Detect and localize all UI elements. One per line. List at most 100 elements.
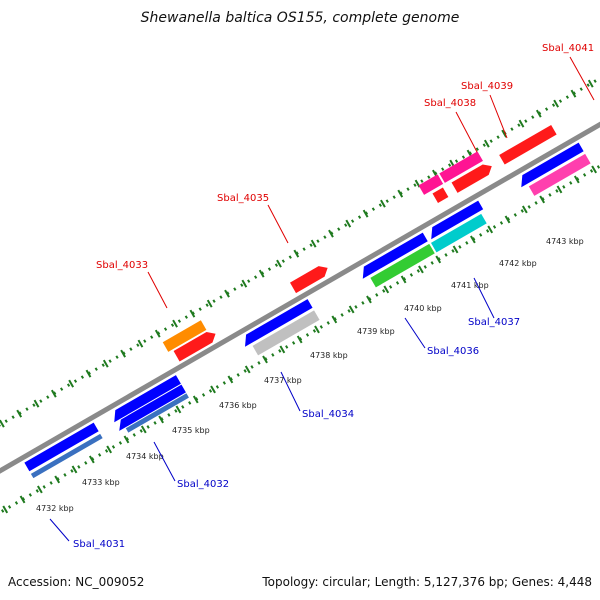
- tick-label: 4733 kbp: [82, 478, 120, 487]
- gene-sbal-4038b[interactable]: [432, 187, 449, 204]
- gene-sbal-4036[interactable]: [358, 232, 428, 279]
- genome-summary: Topology: circular; Length: 5,127,376 bp…: [261, 575, 592, 589]
- callout-leader-line: [153, 441, 176, 482]
- tick-label: 4732 kbp: [36, 504, 74, 513]
- outer-tick: [33, 399, 40, 408]
- inner-tick: [591, 165, 597, 174]
- inner-tick: [140, 425, 147, 434]
- gene-label[interactable]: Sbal_4036: [427, 346, 479, 357]
- inner-tick: [556, 185, 563, 194]
- gene-sbal-4042b[interactable]: [528, 153, 591, 196]
- inner-tick: [331, 315, 338, 324]
- gene-label[interactable]: Sbal_4041: [542, 43, 594, 54]
- gene-sbal-4031[interactable]: [24, 422, 99, 472]
- tick-label: 4742 kbp: [499, 259, 537, 268]
- inner-tick: [487, 225, 494, 234]
- outer-tick: [397, 189, 404, 198]
- gene-label[interactable]: Sbal_4032: [177, 479, 229, 490]
- outer-tick: [50, 389, 57, 398]
- gene-sbal-4032[interactable]: [109, 375, 181, 423]
- callout-leader-line: [404, 317, 426, 349]
- gene-sbal-4031b[interactable]: [30, 433, 103, 479]
- tick-label: 4739 kbp: [357, 327, 395, 336]
- outer-tick: [206, 299, 213, 308]
- gene-sbal-4042[interactable]: [516, 142, 584, 188]
- gene-sbal-4034b[interactable]: [252, 310, 320, 356]
- tick-label: 4743 kbp: [546, 237, 584, 246]
- tick-label: 4735 kbp: [172, 426, 210, 435]
- inner-tick: [383, 285, 390, 294]
- accession-text: Accession: NC_009052: [8, 575, 144, 589]
- gene-label[interactable]: Sbal_4037: [468, 317, 520, 328]
- kbp-tick-labels: 4732 kbp 4733 kbp 4734 kbp 4735 kbp 4736 kbp…: [36, 237, 584, 513]
- outer-tick: [553, 99, 559, 108]
- inner-tick: [504, 215, 511, 224]
- inner-tick: [348, 305, 355, 314]
- reverse-genes: [24, 142, 591, 479]
- gene-label[interactable]: Sbal_4031: [73, 539, 125, 550]
- gene-sbal-4038[interactable]: [418, 174, 444, 195]
- outer-tick: [328, 229, 334, 238]
- outer-tick: [120, 349, 126, 358]
- inner-tick: [175, 405, 182, 414]
- gene-sbal-4037b[interactable]: [430, 213, 487, 253]
- outer-tick-marks: [0, 79, 594, 428]
- outer-tick: [362, 209, 369, 218]
- forward-genes: [162, 124, 557, 362]
- gene-sbal-4036b[interactable]: [370, 243, 435, 288]
- tick-label: 4736 kbp: [219, 401, 257, 410]
- inner-tick: [192, 395, 199, 404]
- inner-tick: [418, 265, 424, 274]
- gene-sbal-4035[interactable]: [290, 263, 331, 294]
- inner-tick: [262, 355, 268, 364]
- genome-title: Shewanella baltica OS155, complete genom…: [141, 10, 460, 26]
- gene-label[interactable]: Sbal_4039: [461, 81, 513, 92]
- gene-sbal-4039[interactable]: [439, 151, 483, 183]
- inner-tick: [452, 245, 459, 254]
- gene-sbal-4039b[interactable]: [451, 161, 495, 193]
- callout-leader-line: [49, 518, 70, 542]
- inner-tick: [123, 435, 130, 444]
- gene-sbal-4033-orange[interactable]: [162, 320, 207, 352]
- callout-leader-line: [147, 271, 168, 309]
- tick-label: 4737 kbp: [264, 376, 302, 385]
- callout-leader-line: [280, 371, 301, 412]
- gene-sbal-4032c[interactable]: [125, 393, 189, 433]
- gene-sbal-4041[interactable]: [499, 124, 557, 165]
- outer-tick: [0, 419, 5, 428]
- outer-tick: [276, 259, 282, 268]
- outer-tick: [293, 249, 300, 258]
- inner-tick: [158, 415, 164, 424]
- inner-tick: [54, 475, 61, 484]
- gene-label[interactable]: Sbal_4034: [302, 409, 354, 420]
- inner-tick: [2, 505, 9, 514]
- callout-leader-line: [267, 204, 289, 244]
- callout-leader-line: [455, 111, 478, 153]
- genome-backbone: [0, 46, 600, 551]
- gene-sbal-4033b[interactable]: [173, 329, 219, 362]
- outer-tick: [570, 89, 577, 98]
- gene-label[interactable]: Sbal_4035: [217, 193, 269, 204]
- outer-dotted-track: [0, 12, 600, 515]
- gene-label[interactable]: Sbal_4033: [96, 260, 148, 271]
- callout-leader-line: [473, 277, 495, 319]
- outer-tick: [16, 409, 23, 418]
- outer-tick: [587, 79, 594, 88]
- outer-tick: [172, 319, 178, 328]
- outer-tick: [483, 139, 490, 148]
- outer-tick: [224, 289, 230, 298]
- tick-label: 4741 kbp: [451, 281, 489, 290]
- outer-tick: [258, 269, 265, 278]
- gene-sbal-4032b[interactable]: [115, 384, 186, 431]
- inner-tick: [279, 345, 286, 354]
- outer-tick: [535, 109, 542, 118]
- inner-tick: [71, 465, 78, 474]
- inner-tick: [400, 275, 407, 284]
- inner-tick: [366, 295, 372, 304]
- gene-label[interactable]: Sbal_4038: [424, 98, 476, 109]
- callout-leader-line: [489, 94, 508, 139]
- gene-sbal-4037[interactable]: [426, 200, 484, 240]
- gene-sbal-4034[interactable]: [240, 299, 313, 347]
